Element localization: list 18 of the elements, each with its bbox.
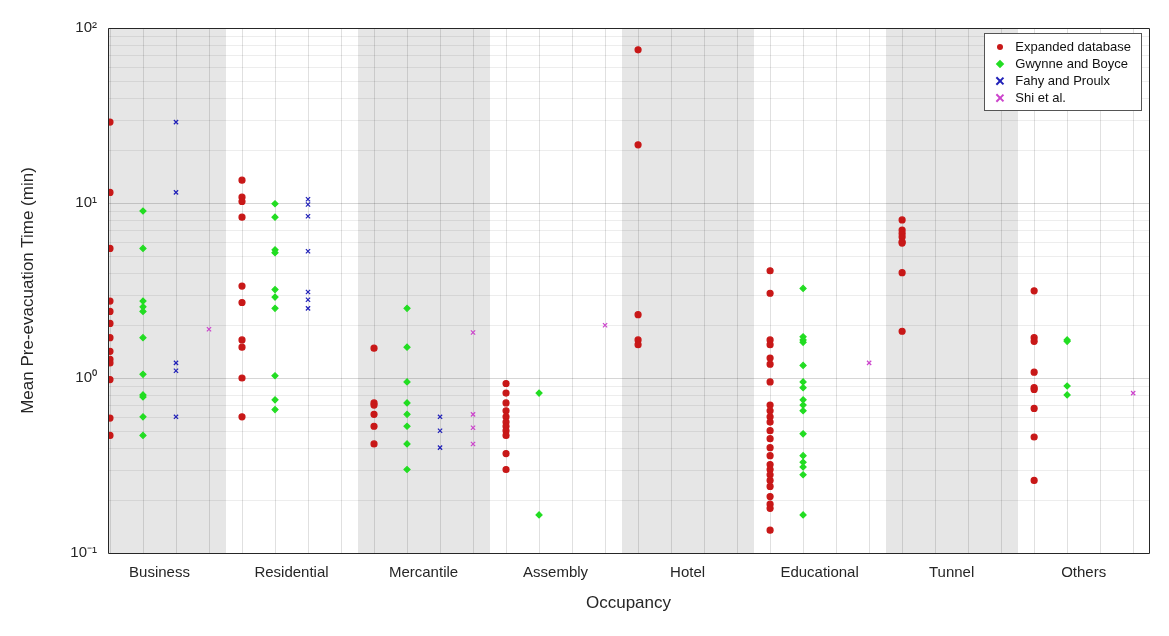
legend-label: Gwynne and Boyce <box>1015 55 1129 72</box>
x-axis-title: Occupancy <box>585 593 672 613</box>
x-tick-label: Business <box>129 563 190 581</box>
y-tick-label: 10⁻¹ <box>70 543 97 561</box>
x-tick-label: Assembly <box>523 563 589 581</box>
x-tick-label: Residential <box>254 563 329 581</box>
legend-label: Fahy and Proulx <box>1015 72 1111 89</box>
legend-label: Expanded database <box>1015 38 1131 55</box>
y-tick-label: 10² <box>75 18 97 36</box>
x-tick-label: Others <box>1061 563 1107 581</box>
x-tick-label: Educational <box>780 563 859 581</box>
x-tick-label: Hotel <box>670 563 706 581</box>
legend-label: Shi et al. <box>1015 89 1066 106</box>
x-tick-label: Mercantile <box>388 563 459 581</box>
y-tick-label: 10¹ <box>75 193 97 211</box>
y-axis-title: Mean Pre-evacuation Time (min) <box>17 167 37 414</box>
y-tick-label: 10⁰ <box>75 368 97 386</box>
x-tick-label: Tunnel <box>928 563 975 581</box>
